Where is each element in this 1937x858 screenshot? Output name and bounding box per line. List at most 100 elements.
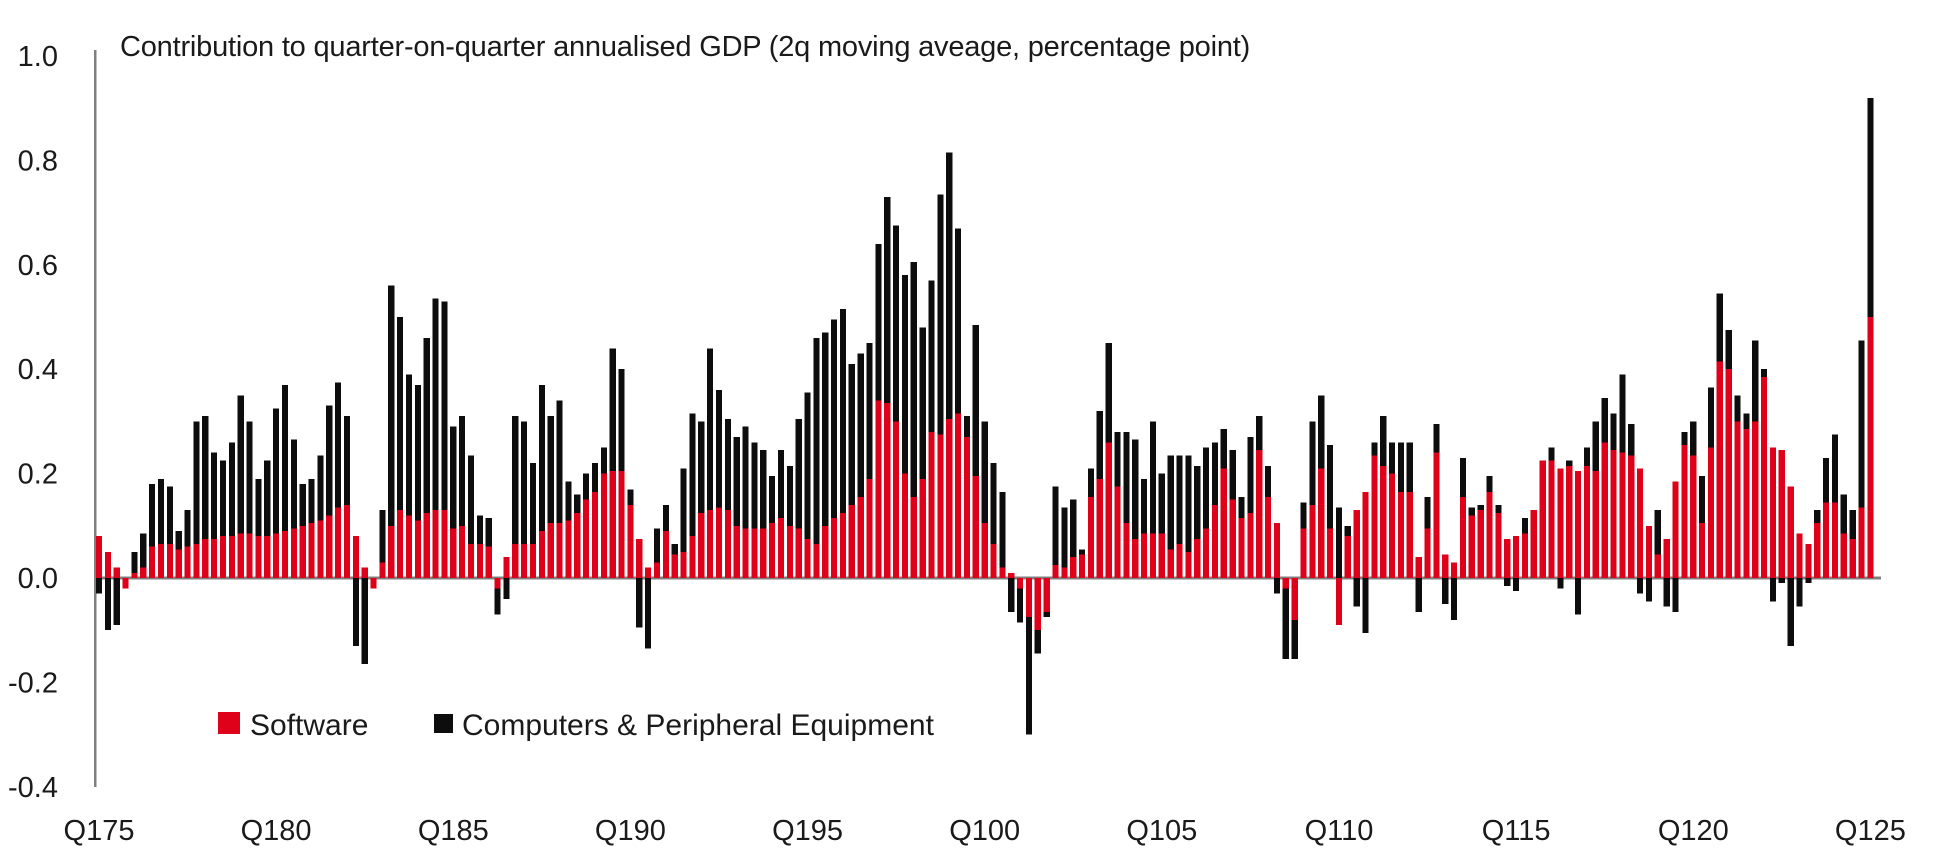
bar-segment-computers: [733, 437, 740, 526]
bar-segment-software: [113, 567, 120, 578]
y-tick-label: 0.4: [18, 354, 58, 386]
bar-segment-computers: [565, 481, 572, 521]
bar-segment-software: [1318, 468, 1325, 578]
bar-segment-software: [1663, 538, 1670, 578]
bar-segment-computers: [450, 426, 457, 529]
bar-segment-computers: [1743, 413, 1750, 430]
bar-segment-computers: [237, 395, 244, 534]
bar-segment-software: [308, 523, 315, 578]
y-tick-label: -0.4: [8, 772, 58, 804]
bar-segment-computers: [1265, 465, 1272, 498]
bar-segment-computers: [1716, 293, 1723, 362]
bar-segment-software: [211, 538, 218, 578]
bar-segment-software: [1548, 460, 1555, 578]
bar-segment-computers: [1025, 617, 1033, 735]
bar-segment-software: [255, 536, 262, 578]
bar-segment-software: [1566, 465, 1573, 578]
bar-segment-software: [955, 413, 962, 578]
bar-segment-software: [1415, 557, 1422, 578]
bar-segment-software: [1220, 468, 1227, 578]
bar-segment-software: [795, 528, 802, 578]
bar-segment-computers: [981, 421, 988, 524]
bar-segment-software: [839, 512, 847, 578]
bar-segment-software: [804, 538, 811, 578]
bar-segment-computers: [645, 578, 652, 649]
bar-segment-software: [1034, 578, 1041, 631]
bar-segment-computers: [1105, 343, 1112, 443]
bar-segment-software: [521, 544, 528, 578]
bar-segment-computers: [618, 369, 625, 471]
bar-segment-computers: [1309, 421, 1316, 505]
bar-segment-computers: [388, 285, 395, 526]
bar-segment-software: [184, 546, 191, 578]
bar-segment-software: [1433, 452, 1440, 578]
bar-segment-software: [1716, 361, 1723, 578]
bar-segment-computers: [432, 298, 439, 511]
bar-segment-computers: [547, 416, 554, 524]
bar-segment-software: [512, 544, 519, 578]
bar-segment-computers: [1371, 442, 1378, 456]
bar-segment-computers: [343, 416, 351, 505]
bar-segment-computers: [95, 578, 103, 594]
x-tick-label: Q120: [1658, 815, 1729, 847]
bar-segment-software: [1734, 421, 1741, 578]
bar-segment-computers: [1185, 455, 1192, 552]
bar-segment-computers: [1681, 431, 1688, 445]
bar-segment-software: [166, 544, 173, 578]
bar-segment-software: [1592, 470, 1599, 578]
bar-segment-software: [1158, 533, 1165, 578]
bar-segment-computers: [769, 476, 776, 524]
bar-segment-software: [893, 421, 900, 578]
bar-segment-software: [1335, 578, 1343, 625]
bar-segment-computers: [1672, 578, 1679, 612]
bar-segment-software: [919, 478, 926, 578]
bar-segment-software: [432, 510, 439, 578]
bar-segment-software: [441, 510, 448, 578]
bar-segment-computers: [131, 551, 138, 573]
bar-segment-computers: [893, 225, 900, 422]
bar-segment-software: [1380, 465, 1387, 578]
bar-segment-software: [671, 554, 678, 578]
bar-segment-computers: [228, 442, 235, 537]
bar-segment-computers: [910, 262, 917, 498]
bar-segment-software: [946, 418, 953, 578]
bar-segment-software: [1194, 538, 1201, 578]
bar-segment-software: [1229, 499, 1236, 578]
bar-segment-computers: [1397, 442, 1405, 492]
bar-segment-software: [1344, 536, 1351, 578]
bar-segment-software: [1796, 533, 1803, 578]
bar-segment-software: [565, 520, 572, 578]
bar-segment-software: [414, 520, 421, 578]
bar-segment-computers: [671, 544, 678, 555]
bar-segment-computers: [1645, 578, 1653, 602]
bar-segment-computers: [822, 332, 829, 526]
bar-segment-computers: [1406, 442, 1413, 492]
bar-segment-computers: [273, 408, 280, 534]
bar-segment-software: [202, 538, 209, 578]
bar-segment-computers: [1477, 504, 1484, 511]
bar-segment-computers: [1796, 578, 1803, 607]
bar-segment-software: [600, 473, 607, 578]
bar-segment-computers: [795, 418, 802, 529]
bar-segment-software: [618, 470, 625, 578]
bar-segment-computers: [193, 421, 200, 545]
bar-segment-software: [609, 470, 616, 578]
bar-segment-computers: [1663, 578, 1670, 607]
y-tick-label: 1.0: [18, 41, 58, 73]
bar-segment-software: [1867, 317, 1874, 578]
bar-segment-computers: [1504, 578, 1511, 586]
bar-segment-computers: [1043, 611, 1050, 618]
bar-segment-computers: [1637, 578, 1644, 594]
bar-segment-computers: [494, 588, 501, 615]
bar-segment-software: [1371, 455, 1378, 578]
bar-segment-computers: [281, 384, 289, 532]
x-tick-label: Q115: [1482, 815, 1551, 847]
bar-segment-computers: [441, 301, 448, 511]
bar-segment-computers: [405, 374, 413, 516]
bar-segment-software: [1141, 533, 1148, 578]
bar-segment-computers: [255, 478, 262, 537]
bar-segment-computers: [290, 439, 297, 529]
bar-segment-computers: [963, 416, 971, 438]
bar-segment-computers: [308, 478, 315, 524]
